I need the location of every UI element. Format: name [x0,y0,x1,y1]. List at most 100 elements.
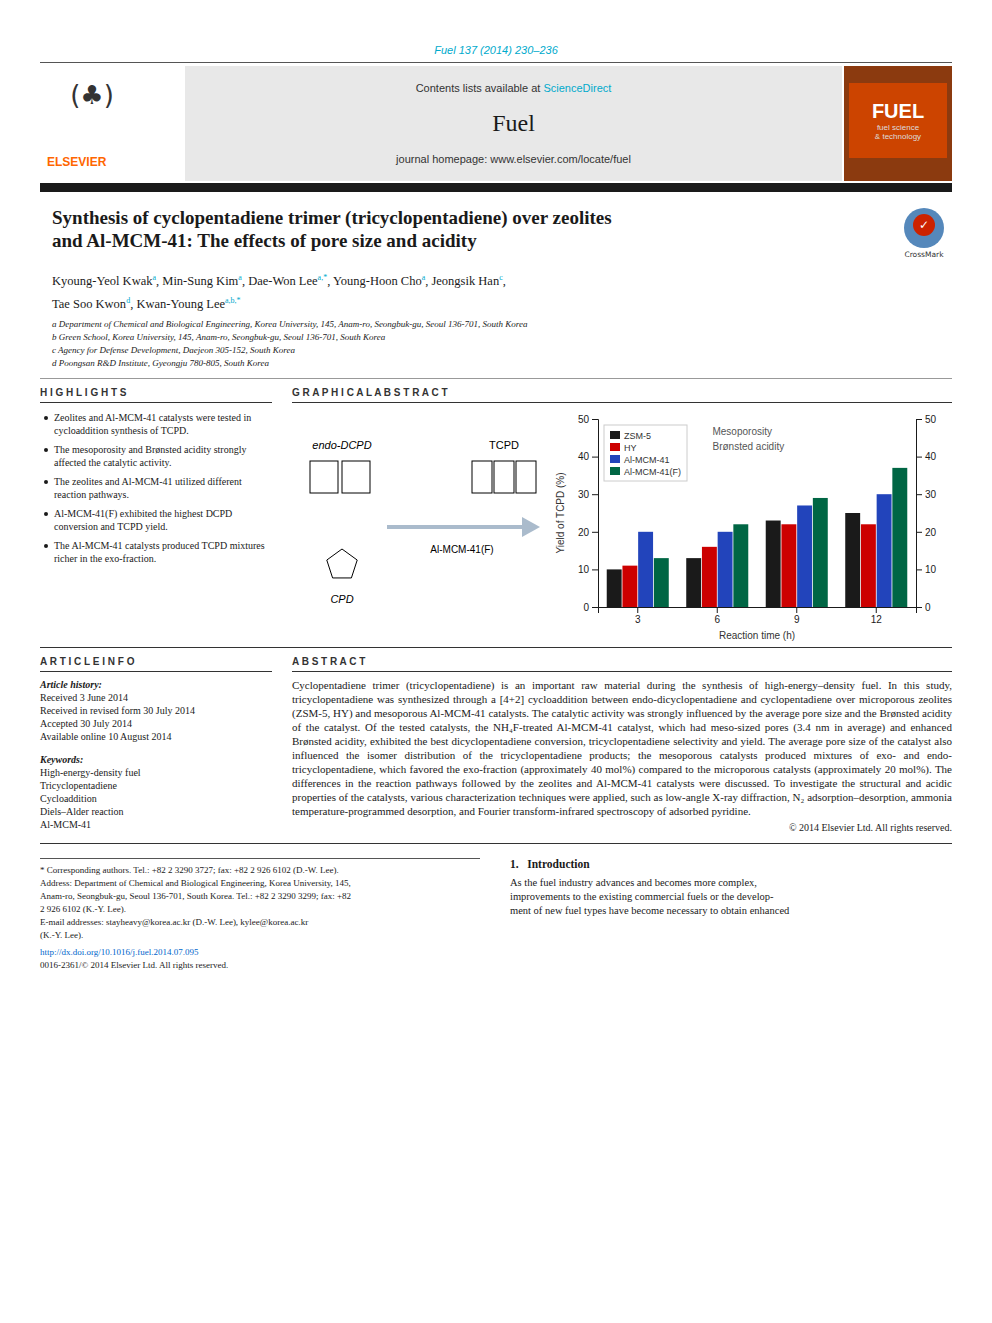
article-info: A R T I C L E I N F O Article history: Rec… [40,648,272,843]
issn-line: 0016-2361/© 2014 Elsevier Ltd. All right… [40,960,480,971]
tick-mark [916,419,922,420]
contents-text: Contents lists available at [416,82,544,94]
bar [813,498,828,607]
article-date: Received in revised form 30 July 2014 [40,704,272,717]
graphical-abstract-body: endo-DCPDCPDAl-MCM-41(F)TCPD369120102030… [292,407,952,647]
tick-label: 3 [635,614,641,625]
tick-label: 12 [871,614,883,625]
thick-bar [40,183,952,192]
highlight: Al-MCM-41(F) exhibited the highest DCPD … [54,507,272,533]
y2-tick: 30 [916,489,937,500]
reaction-scheme: endo-DCPDCPDAl-MCM-41(F)TCPD [292,407,552,647]
legend-label: HY [624,443,637,453]
legend-item: ZSM-5 [610,431,651,441]
legend-label: Al-MCM-41(F) [624,467,681,477]
highlights: H I G H L I G H T SZeolites and Al-MCM-4… [40,379,272,647]
reaction-arrowhead [522,517,540,537]
footnote: Address: Department of Chemical and Biol… [40,878,480,889]
author: , Dae-Won Lee [242,274,318,288]
tick-mark [916,495,922,496]
y-tick: 0 [583,602,598,613]
x-tick: 12 [871,607,883,625]
info-label: Article history: [40,678,272,691]
highlight: The mesoporosity and Brønsted acidity st… [54,443,272,469]
author: , Jeongsik Han [425,274,499,288]
intro-line: ment of new fuel types have become neces… [510,904,950,918]
graphical-abstract: G R A P H I C A L A B S T R A C T endo-DC… [292,379,952,647]
axis: 3 6 9 12 [599,607,917,625]
molecule-ring [516,461,536,493]
affiliation: c Agency for Defense Development, Daejeo… [52,344,952,357]
y-tick: 40 [578,452,598,463]
title-row: Synthesis of cyclopentadiene trimer (tri… [40,206,952,260]
tick-label: 20 [578,527,590,538]
plot: 369120102030405001020304050Yield of TCPD… [555,414,937,641]
info-label: Keywords: [40,753,272,766]
author: , [503,274,506,288]
axis-line [917,420,923,608]
footnote: (K.-Y. Lee). [40,930,480,941]
author: Kyoung-Yeol Kwak [52,274,152,288]
page: Fuel 137 (2014) 230–236(♣)ELSEVIERConten… [40,0,952,973]
legend-label: Al-MCM-41 [624,455,670,465]
highlight-item: The Al-MCM-41 catalysts produced TCPD mi… [40,539,272,565]
tick-mark [592,457,598,458]
x-tick: 6 [714,607,720,625]
legend-swatch [610,455,620,463]
y2-tick: 20 [916,527,937,538]
keyword: Tricyclopentadiene [40,779,272,792]
bar-chart: 369120102030405001020304050Yield of TCPD… [552,407,952,647]
author-line: Kyoung-Yeol Kwaka, Min-Sung Kima, Dae-Wo… [52,268,952,291]
section-heading: A R T I C L E I N F O [40,648,272,672]
title-line: Synthesis of cyclopentadiene trimer (tri… [52,206,612,229]
author-mark: a [238,273,242,282]
highlight: Zeolites and Al-MCM-41 catalysts were te… [54,411,272,437]
highlight-item: Zeolites and Al-MCM-41 catalysts were te… [40,411,272,437]
x-axis-title: Reaction time (h) [719,630,795,641]
series [622,525,875,608]
homepage: journal homepage: www.elsevier.com/locat… [396,153,631,165]
author: , Min-Sung Kim [156,274,238,288]
legend-item: HY [610,443,637,453]
bar [861,525,876,608]
legend-item: Al-MCM-41 [610,455,670,465]
tick-label: 0 [925,602,931,613]
series [638,495,891,608]
legend-label: ZSM-5 [624,431,651,441]
annotation: Mesoporosity [712,426,771,437]
tick-mark [916,570,922,571]
footnote: E-mail addresses: stayheavy@korea.ac.kr … [40,917,480,928]
highlight-list: Zeolites and Al-MCM-41 catalysts were te… [40,411,272,565]
scheme-label: endo-DCPD [312,439,371,451]
abstract: A B S T R A C TCyclopentadiene trimer (t… [292,648,952,843]
section-heading: A B S T R A C T [292,648,952,672]
highlight-item: Al-MCM-41(F) exhibited the highest DCPD … [40,507,272,533]
molecule-ring [472,461,492,493]
x-tick: 9 [794,607,800,625]
y-tick: 50 [578,414,598,425]
legend-swatch [610,467,620,475]
publisher-name: ELSEVIER [47,155,185,169]
bar [877,495,892,608]
bar [654,558,669,607]
bullet [44,480,48,484]
molecule-ring [342,461,370,493]
section-heading: G R A P H I C A L A B S T R A C T [292,379,952,403]
crossmark-circle [904,208,944,248]
article-date: Accepted 30 July 2014 [40,717,272,730]
highlight: The Al-MCM-41 catalysts produced TCPD mi… [54,539,272,565]
axis: 01020304050 [578,414,599,613]
author-mark: a,b,* [225,296,241,305]
author: , Kwan-Young Lee [130,297,225,311]
bar [607,570,622,608]
scheme-label: TCPD [489,439,519,451]
crossmark: ✓CrossMark [896,206,952,260]
doi: http://dx.doi.org/10.1016/j.fuel.2014.07… [40,947,480,958]
y2-tick: 0 [916,602,931,613]
scheme-label: CPD [330,593,353,605]
tick-mark [592,419,598,420]
highlight: The zeolites and Al-MCM-41 utilized diff… [54,475,272,501]
legend-item: Al-MCM-41(F) [610,467,681,477]
journal-ref: Fuel 137 (2014) 230–236 [40,44,952,56]
affiliation: a Department of Chemical and Biological … [52,318,952,331]
